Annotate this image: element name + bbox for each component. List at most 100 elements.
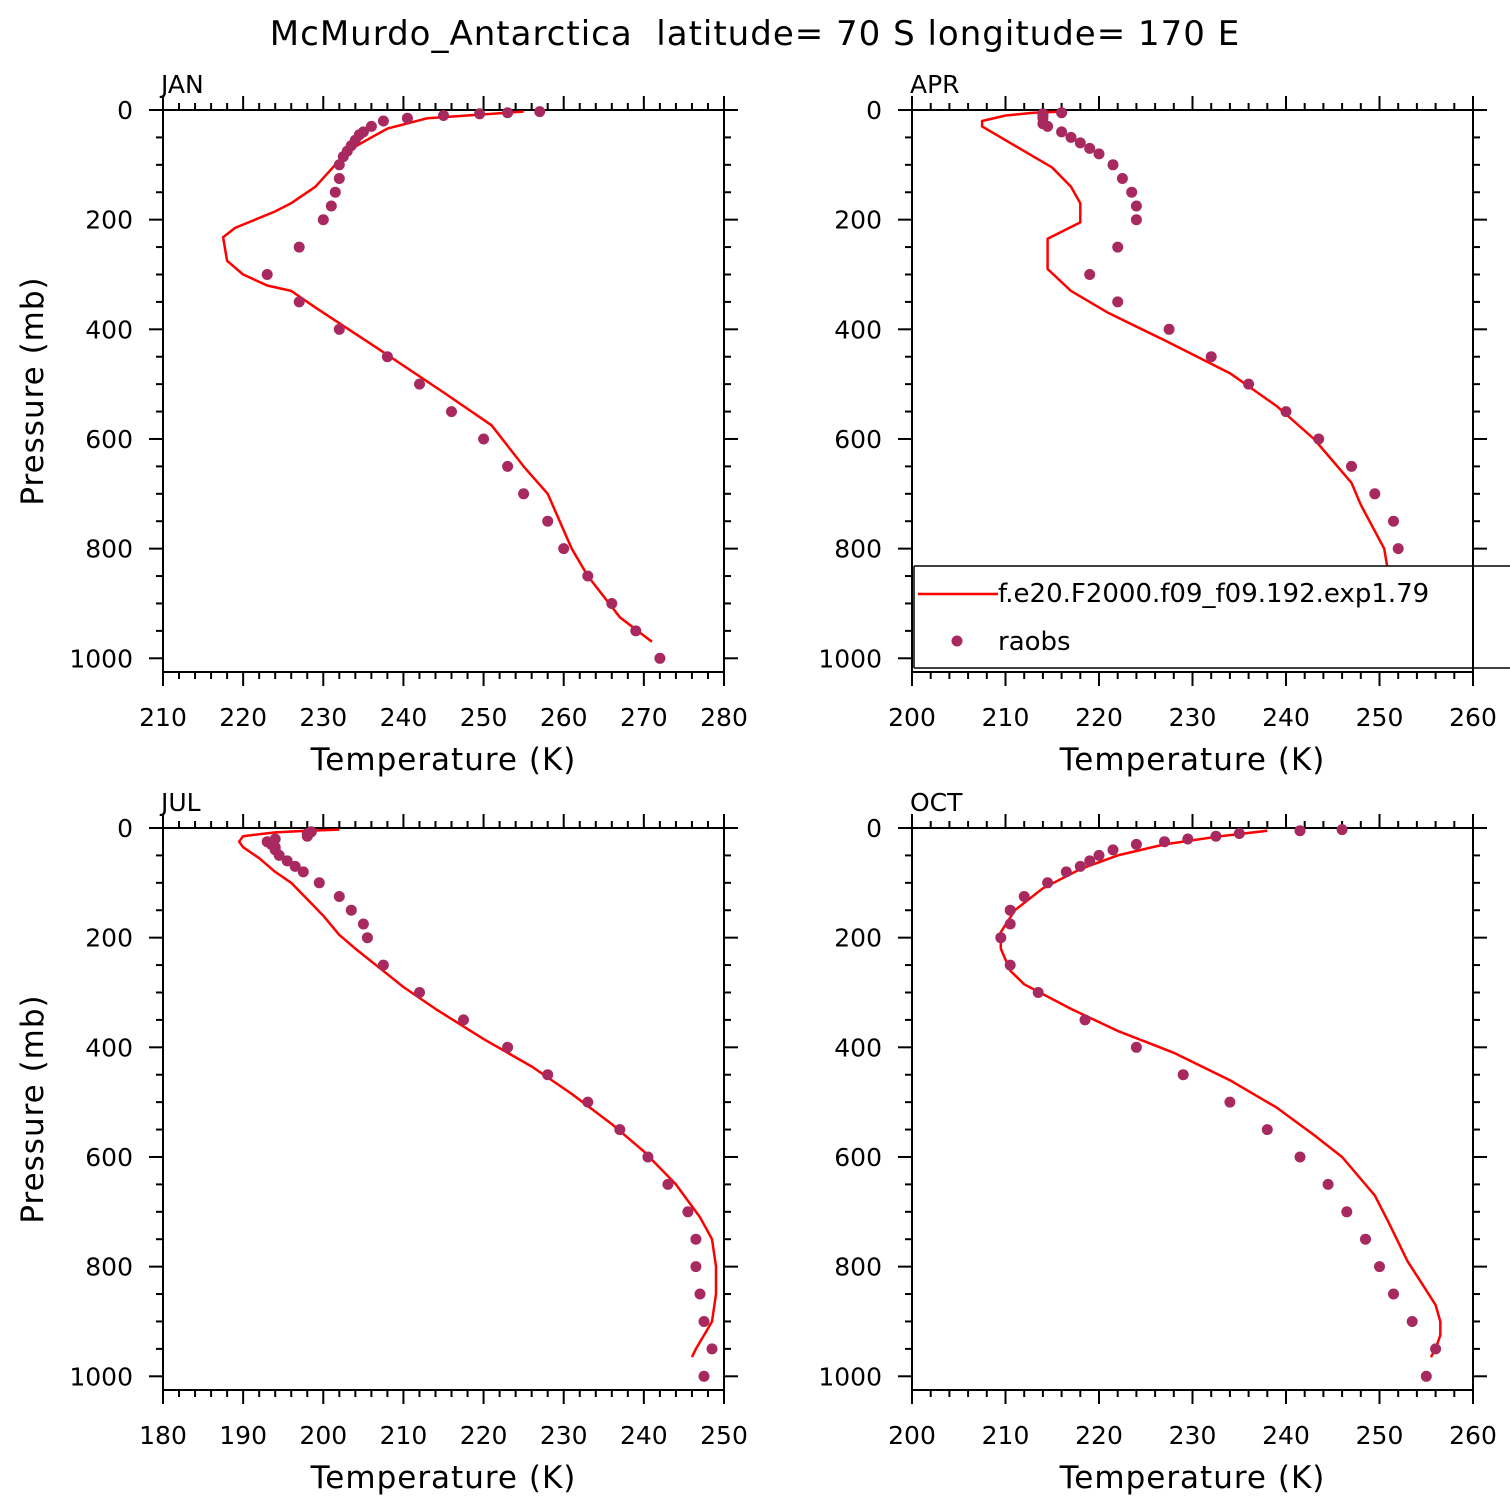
raobs-point [542, 515, 554, 527]
raobs-point [1406, 1316, 1418, 1327]
raobs-point [1130, 838, 1142, 850]
raobs-point [1360, 1233, 1371, 1245]
raobs-point [1130, 214, 1142, 226]
raobs-point [414, 987, 425, 998]
raobs-point [1159, 836, 1170, 848]
x-tick-label: 220 [1075, 1421, 1123, 1450]
raobs-point [1313, 433, 1325, 445]
y-axis-title: Pressure (mb) [15, 994, 51, 1223]
panel-jul: JUL 180 190 200 210 220 230 240 250 0 200 400 600 800… [15, 788, 748, 1496]
raobs-point [1032, 987, 1044, 998]
panels: JAN 210 220 230 240 250 260 270 280 0 200 400 600 800… [15, 70, 1497, 1496]
raobs-point [1336, 824, 1348, 836]
raobs-point [1107, 844, 1119, 856]
panel-label: JUL [159, 788, 201, 817]
plot-area [237, 826, 718, 1382]
x-tick-label: 230 [540, 1421, 588, 1450]
raobs-point [333, 323, 345, 335]
raobs-point [1112, 296, 1124, 308]
panel-jan: JAN 210 220 230 240 250 260 270 280 0 200 400 600 800… [15, 70, 748, 778]
raobs-point [502, 460, 514, 472]
raobs-point [1369, 488, 1381, 500]
x-tick-label: 200 [888, 703, 936, 732]
raobs-point [642, 1151, 654, 1163]
raobs-point [446, 406, 457, 418]
raobs-point [458, 1014, 469, 1026]
raobs-point [1056, 126, 1068, 138]
raobs-point [1042, 877, 1054, 889]
raobs-point [1374, 1261, 1385, 1273]
y-tick-label: 400 [834, 1033, 882, 1062]
raobs-point [706, 1343, 718, 1355]
y-tick-label: 600 [834, 425, 882, 454]
raobs-point [1112, 241, 1124, 253]
raobs-point [1430, 1343, 1442, 1355]
plot-area [995, 824, 1442, 1382]
raobs-point [1261, 1124, 1273, 1136]
raobs-point [1280, 406, 1292, 418]
y-tick-label: 800 [85, 535, 133, 564]
raobs-point [1224, 1096, 1236, 1108]
x-tick-label: 220 [1075, 703, 1123, 732]
raobs-point [1210, 830, 1222, 842]
raobs-point [1182, 833, 1194, 845]
raobs-point [1130, 1041, 1142, 1053]
raobs-point [1388, 515, 1399, 527]
legend-model-label: f.e20.F2000.f09_f09.192.exp1.79 [998, 579, 1429, 609]
raobs-point [1037, 108, 1049, 120]
raobs-point [582, 1096, 594, 1108]
raobs-point [333, 891, 345, 902]
raobs-point [377, 959, 389, 971]
y-tick-label: 800 [85, 1253, 133, 1282]
raobs-point [1004, 959, 1016, 971]
raobs-point [1116, 173, 1128, 184]
y-tick-label: 1000 [818, 1362, 882, 1391]
plot-area [980, 107, 1446, 664]
raobs-point [662, 1178, 674, 1190]
x-tick-label: 200 [299, 1421, 347, 1450]
raobs-point [1093, 148, 1105, 160]
raobs-point [478, 433, 490, 445]
x-tick-label: 240 [1262, 1421, 1310, 1450]
raobs-point [1346, 460, 1357, 472]
y-tick-label: 0 [117, 96, 133, 125]
y-tick-label: 400 [834, 315, 882, 344]
raobs-point [377, 115, 389, 127]
plot-frame [911, 827, 1474, 1391]
plot-frame [162, 827, 725, 1391]
y-tick-label: 1000 [818, 644, 882, 673]
y-tick-label: 200 [85, 924, 133, 953]
raobs-point [1084, 269, 1096, 280]
figure-title: McMurdo_Antarctica latitude= 70 S longit… [270, 14, 1240, 54]
x-tick-label: 200 [888, 1421, 936, 1450]
raobs-point [381, 351, 393, 363]
x-tick-label: 210 [982, 703, 1030, 732]
raobs-point [1205, 351, 1217, 363]
y-tick-label: 600 [85, 425, 133, 454]
raobs-point [329, 186, 341, 198]
x-tick-label: 240 [380, 703, 428, 732]
raobs-point [1107, 159, 1119, 171]
raobs-point [698, 1316, 710, 1327]
x-tick-label: 190 [219, 1421, 267, 1450]
raobs-point [357, 126, 369, 138]
x-tick-label: 230 [1169, 703, 1217, 732]
raobs-point [313, 877, 325, 889]
raobs-point [1060, 866, 1072, 878]
raobs-point [558, 543, 570, 555]
raobs-point [401, 112, 413, 124]
panel-oct: OCT 200 210 220 230 240 250 260 0 200 400 600 800 100… [818, 788, 1496, 1496]
x-tick-label: 230 [1169, 1421, 1217, 1450]
y-tick-label: 200 [834, 206, 882, 235]
raobs-point [1294, 1151, 1306, 1163]
raobs-point [333, 173, 345, 184]
raobs-point [518, 488, 530, 500]
y-tick-label: 0 [117, 814, 133, 843]
x-tick-label: 250 [1356, 1421, 1404, 1450]
raobs-point [690, 1261, 702, 1273]
x-tick-label: 210 [139, 703, 187, 732]
raobs-point [1004, 918, 1016, 930]
model-series-line [999, 829, 1442, 1358]
panel-label: OCT [910, 788, 963, 817]
